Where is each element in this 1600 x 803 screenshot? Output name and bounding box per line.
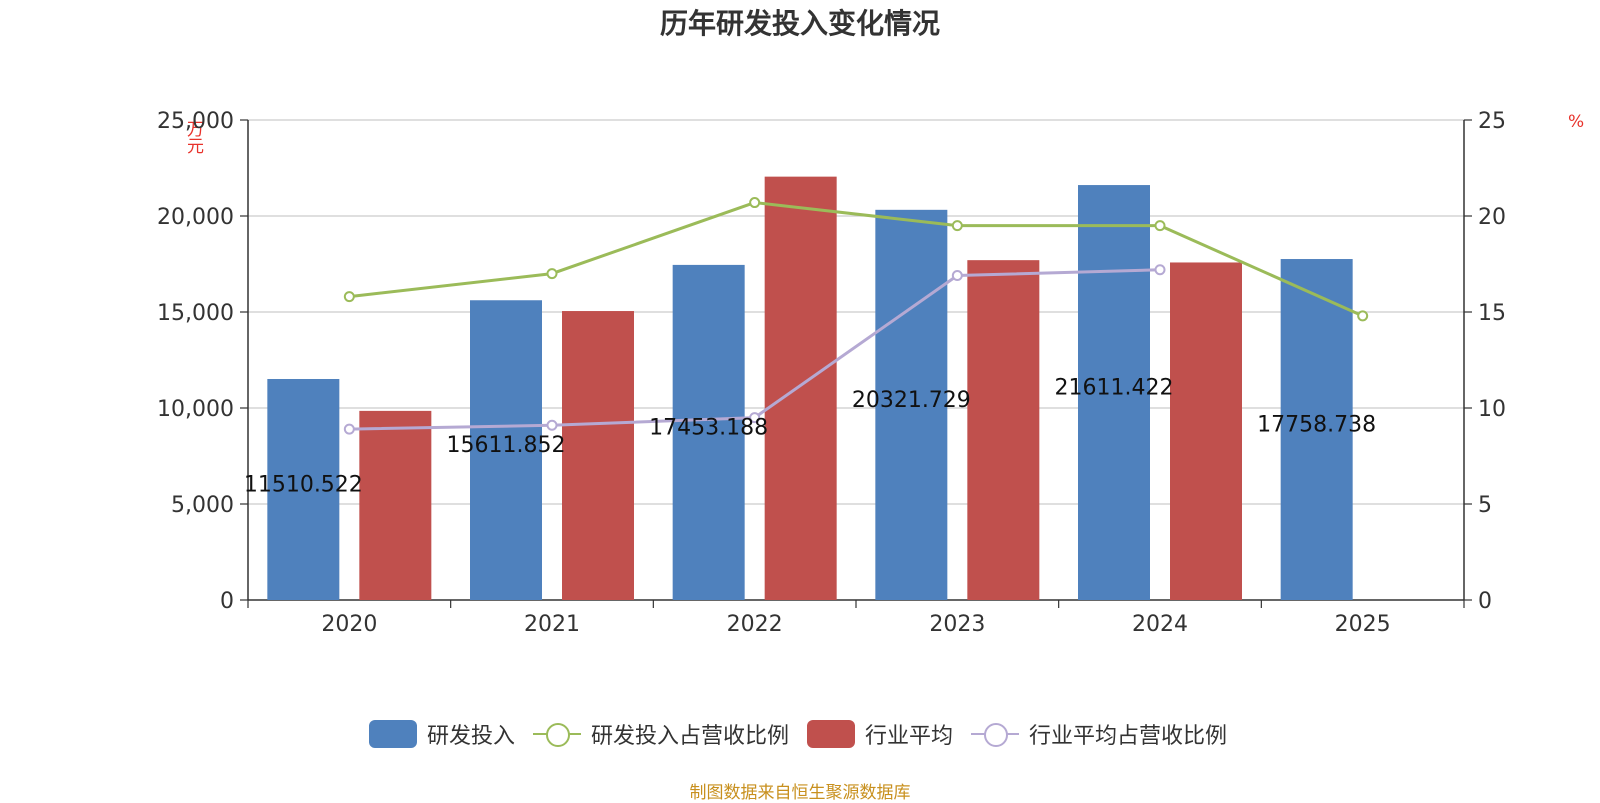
legend-label-industry-ratio: 行业平均占营收比例 [1029,724,1228,749]
bar-data-label: 11510.522 [244,472,363,497]
y-left-tick-label: 25,000 [157,109,234,134]
point-rd-ratio [1357,310,1369,322]
point-rd-ratio [749,197,761,209]
bar-rd-investment [267,378,340,600]
y-right-tick-label: 20 [1478,205,1506,230]
y-left-tick-label: 0 [220,589,234,614]
y-left-tick-label: 5,000 [171,493,234,518]
bar-rd-investment [875,209,948,600]
data-source-note: 制图数据来自恒生聚源数据库 [689,783,911,803]
legend-label-rd-ratio: 研发投入占营收比例 [590,724,789,749]
point-rd-ratio [951,220,963,232]
point-rd-ratio [546,268,558,280]
bar-data-label: 17758.738 [1257,413,1376,438]
bar-industry-average [562,311,634,600]
legend-item-industry-average[interactable]: 行业平均 [807,718,953,750]
legend-label-rd-investment: 研发投入 [426,724,515,749]
bar-data-label: 21611.422 [1055,376,1174,401]
legend-swatch-rd-ratio [532,720,581,748]
x-tick-label: 2024 [1132,612,1188,637]
bar-rd-investment [1280,259,1353,600]
bar-data-label: 15611.852 [447,433,566,458]
x-tick-label: 2020 [321,612,377,637]
bar-industry-average [967,260,1040,600]
right-axis-unit: % [1568,112,1585,132]
line-rd-ratio [349,201,1364,318]
point-industry-ratio [546,419,558,431]
legend-item-rd-ratio[interactable]: 研发投入占营收比例 [532,718,789,750]
bar-rd-investment [672,264,745,600]
x-tick-label: 2023 [929,612,985,637]
point-industry-ratio [951,270,963,282]
bar-data-label: 17453.188 [649,415,768,440]
point-industry-ratio [343,423,355,435]
point-industry-ratio [1154,264,1166,276]
y-right-tick-label: 5 [1478,493,1492,518]
legend-label-industry-average: 行业平均 [865,724,954,749]
x-tick-label: 2022 [727,612,783,637]
point-rd-ratio [343,291,355,303]
y-right-tick-label: 0 [1478,589,1492,614]
x-tick-label: 2021 [524,612,580,637]
bar-industry-average [1170,262,1242,600]
legend-swatch-industry-ratio [971,720,1020,748]
legend-item-industry-ratio[interactable]: 行业平均占营收比例 [971,718,1227,750]
bar-industry-average [764,176,837,600]
point-rd-ratio [1154,220,1166,232]
bar-data-label: 20321.729 [852,388,971,413]
y-right-tick-label: 10 [1478,397,1506,422]
y-left-tick-label: 15,000 [157,301,234,326]
y-right-tick-label: 25 [1478,109,1506,134]
y-right-tick-label: 15 [1478,301,1506,326]
legend-swatch-rd-investment [368,720,417,748]
bar-rd-investment [470,300,542,600]
legend: 研发投入 研发投入占营收比例 行业平均 行业平均占营收比例 [0,718,1600,750]
chart-title: 历年研发投入变化情况 [659,7,940,40]
y-left-tick-label: 20,000 [157,205,234,230]
bar-rd-investment [1078,185,1150,600]
point-industry-ratio [749,412,761,424]
x-tick-label: 2025 [1335,612,1391,637]
legend-item-rd-investment[interactable]: 研发投入 [368,718,515,750]
y-left-tick-label: 10,000 [157,397,234,422]
legend-swatch-industry-average [807,720,855,748]
left-axis-unit: 万元 [183,120,203,154]
bar-industry-average [359,410,432,600]
